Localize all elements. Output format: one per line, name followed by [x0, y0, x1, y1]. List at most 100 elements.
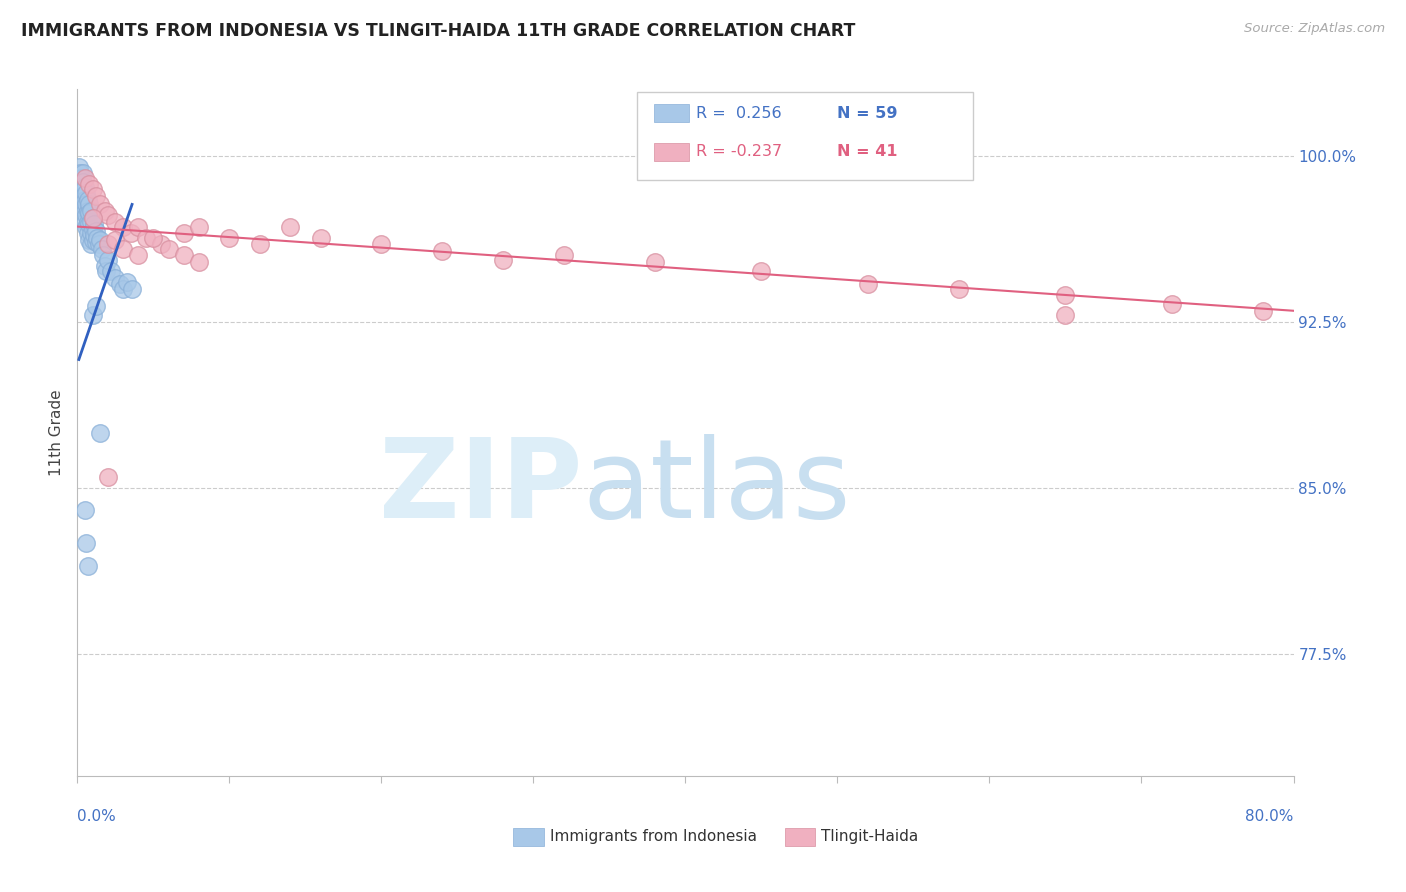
Point — [79, 197, 101, 211]
Point — [432, 244, 454, 258]
Point — [104, 215, 127, 229]
Point — [80, 237, 103, 252]
Point — [89, 425, 111, 440]
Point — [157, 242, 180, 256]
Point — [111, 219, 134, 234]
Point — [77, 558, 100, 573]
Point — [188, 219, 211, 234]
Point — [89, 233, 111, 247]
Point — [83, 228, 105, 243]
Text: N = 41: N = 41 — [837, 145, 897, 159]
Point — [75, 209, 97, 223]
Text: atlas: atlas — [582, 434, 851, 541]
Point — [89, 197, 111, 211]
Point — [127, 248, 149, 262]
Point — [82, 221, 104, 235]
Point — [79, 233, 101, 247]
Point — [91, 248, 114, 262]
Point — [72, 197, 94, 211]
Y-axis label: 11th Grade: 11th Grade — [49, 389, 65, 476]
Point — [75, 219, 97, 234]
Point — [82, 211, 104, 225]
Point — [1054, 308, 1077, 322]
Text: Immigrants from Indonesia: Immigrants from Indonesia — [550, 830, 756, 844]
Point — [84, 188, 107, 202]
Text: 80.0%: 80.0% — [1246, 809, 1294, 823]
Point — [188, 255, 211, 269]
Point — [80, 226, 103, 240]
Text: R =  0.256: R = 0.256 — [696, 106, 782, 120]
Text: IMMIGRANTS FROM INDONESIA VS TLINGIT-HAIDA 11TH GRADE CORRELATION CHART: IMMIGRANTS FROM INDONESIA VS TLINGIT-HAI… — [21, 22, 855, 40]
Point — [77, 193, 100, 207]
Text: R = -0.237: R = -0.237 — [696, 145, 782, 159]
Point — [492, 252, 515, 267]
Point — [82, 233, 104, 247]
Point — [73, 179, 96, 194]
Point — [72, 166, 94, 180]
Point — [142, 230, 165, 244]
Point — [93, 260, 115, 274]
Point — [370, 237, 392, 252]
Point — [67, 170, 90, 185]
Point — [84, 299, 107, 313]
Point — [121, 282, 143, 296]
Point — [77, 215, 100, 229]
Point — [84, 224, 107, 238]
Point — [80, 204, 103, 219]
Point — [104, 270, 127, 285]
Point — [77, 204, 100, 219]
Point — [70, 170, 93, 185]
Point — [278, 219, 301, 234]
Point — [73, 170, 96, 185]
Point — [69, 175, 91, 189]
Point — [73, 193, 96, 207]
Point — [75, 536, 97, 550]
Point — [173, 248, 195, 262]
Point — [87, 237, 110, 252]
Point — [75, 186, 97, 201]
Point — [249, 237, 271, 252]
Text: Tlingit-Haida: Tlingit-Haida — [821, 830, 918, 844]
Point — [948, 282, 970, 296]
Point — [108, 277, 131, 292]
Point — [1054, 288, 1077, 302]
Point — [82, 211, 104, 225]
Point — [79, 218, 101, 232]
Point — [1161, 297, 1184, 311]
Point — [79, 178, 101, 192]
Point — [97, 209, 120, 223]
Point — [104, 233, 127, 247]
Point — [67, 160, 90, 174]
Point — [117, 275, 139, 289]
Point — [70, 186, 93, 201]
Point — [70, 193, 93, 207]
Point — [82, 308, 104, 322]
Text: N = 59: N = 59 — [837, 106, 897, 120]
Point — [751, 264, 773, 278]
Point — [75, 197, 97, 211]
Point — [69, 166, 91, 180]
Point — [90, 242, 112, 256]
Point — [93, 204, 115, 219]
Text: 0.0%: 0.0% — [77, 809, 117, 823]
Point — [84, 235, 107, 249]
Point — [111, 242, 134, 256]
Point — [856, 277, 879, 292]
Point — [149, 237, 172, 252]
Point — [73, 204, 96, 219]
Point — [218, 230, 240, 244]
Point — [82, 182, 104, 196]
Point — [72, 184, 94, 198]
Text: Source: ZipAtlas.com: Source: ZipAtlas.com — [1244, 22, 1385, 36]
Point — [553, 248, 575, 262]
Point — [100, 264, 122, 278]
Point — [135, 230, 157, 244]
Point — [644, 255, 666, 269]
Point — [70, 179, 93, 194]
Text: ZIP: ZIP — [378, 434, 582, 541]
Point — [120, 226, 142, 240]
Point — [72, 175, 94, 189]
Point — [86, 230, 108, 244]
Point — [173, 226, 195, 240]
Point — [111, 282, 134, 296]
